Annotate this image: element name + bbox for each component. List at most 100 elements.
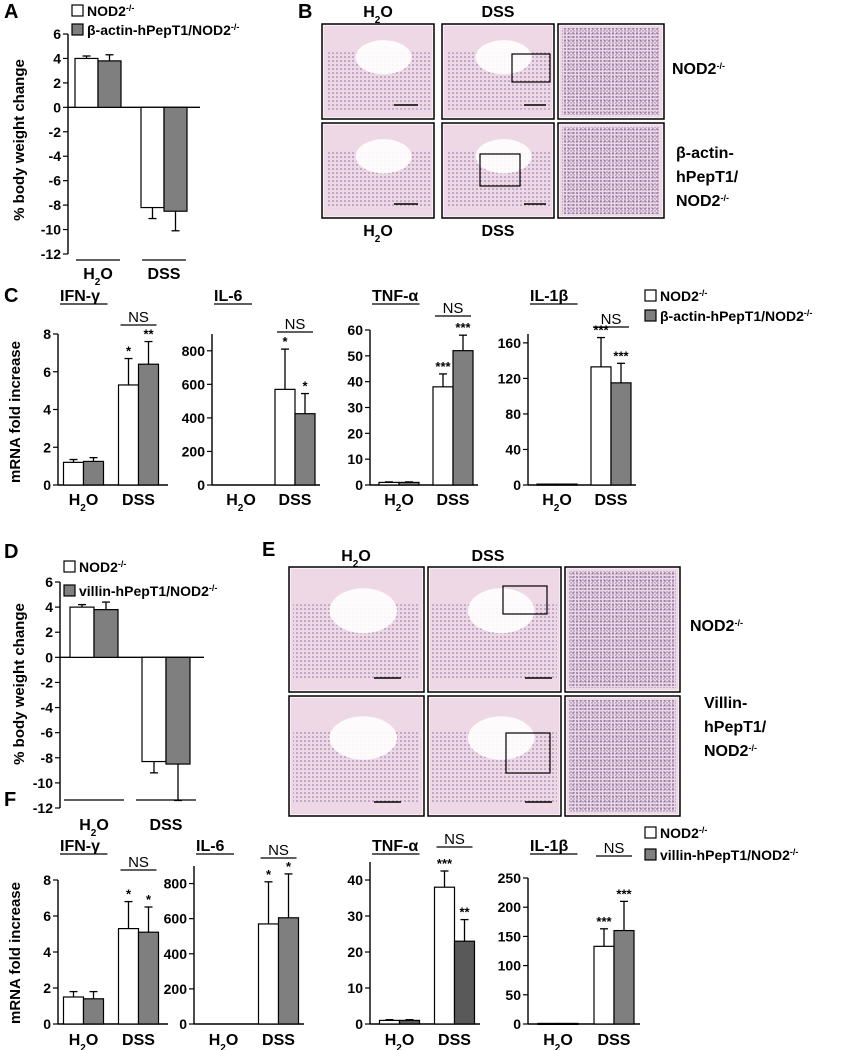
y-tick-label: -10 (33, 775, 53, 791)
x-category-label: DSS (262, 1032, 295, 1049)
legend-label-transgenic: β-actin-hPepT1/NOD2-/- (87, 22, 239, 38)
he-lumen (467, 588, 535, 634)
y-tick-label: 2 (45, 624, 53, 640)
y-tick-label: 40 (347, 374, 363, 390)
zoom-box (511, 53, 551, 83)
significance-stars: ** (143, 327, 154, 342)
he-lumen (355, 139, 412, 174)
chart-A: 6 4 2 0 -2 -4 -6 -8 -10 -12 (41, 26, 200, 262)
bar (62, 996, 85, 1025)
bar (433, 886, 456, 1025)
bar (536, 483, 558, 486)
panel-label-c: C (4, 285, 18, 307)
y-tick-label: 250 (498, 870, 522, 886)
significance-stars: * (126, 344, 132, 359)
x-category-label: H2O (83, 266, 113, 288)
significance-stars: * (266, 867, 272, 882)
bar (398, 481, 420, 486)
y-tick-label: 4 (53, 50, 61, 66)
bar (69, 606, 95, 658)
significance-stars: *** (596, 914, 612, 929)
y-tick-label: -8 (41, 750, 54, 766)
y-tick-label: 30 (347, 400, 363, 416)
y-tick-label: 2 (43, 439, 51, 455)
histology-b-row1-label: NOD2-/- (672, 61, 725, 78)
ns-label: NS (128, 854, 149, 871)
y-tick-label: 120 (498, 370, 522, 386)
histology-b-r2-c1 (321, 122, 435, 219)
x-category-label: H2O (543, 1032, 573, 1050)
he-cells (562, 127, 660, 214)
y-tick-label: 400 (182, 410, 206, 426)
x-category-label: DSS (148, 266, 181, 283)
y-tick-label: -2 (49, 124, 62, 140)
bar (453, 940, 476, 1025)
zoom-box (479, 153, 521, 187)
bar (93, 609, 119, 658)
y-tick-label: 2 (43, 980, 51, 996)
legend-label-transgenic: β-actin-hPepT1/NOD2-/- (660, 308, 812, 324)
significance-stars: * (302, 379, 308, 394)
chart-title: IFN-γ (60, 838, 100, 855)
bar (590, 366, 612, 486)
significance-stars: *** (435, 359, 451, 374)
zoom-box (502, 585, 548, 615)
legend-swatch-transgenic (63, 584, 76, 597)
x-category-label: DSS (438, 1032, 471, 1049)
bar (432, 386, 454, 486)
y-tick-label: -12 (41, 246, 61, 262)
chart-title: TNF-α (372, 838, 418, 855)
histology-b-r1-c3 (557, 23, 665, 120)
y-axis-title-c: mRNA fold increase (7, 341, 24, 483)
x-category-label: H2O (69, 1032, 99, 1050)
y-axis-title-d: % body weight change (11, 603, 28, 765)
ns-label: NS (601, 311, 622, 328)
y-tick-label: 2 (53, 75, 61, 91)
histology-b-r2-c3 (557, 122, 665, 219)
y-tick-label: 600 (182, 376, 206, 392)
histology-b-row2-line3: NOD2-/- (676, 193, 729, 210)
bar (398, 1019, 421, 1025)
y-tick-label: 6 (53, 26, 61, 42)
he-lumen (355, 40, 412, 75)
histology-e-r1-c3 (564, 566, 681, 693)
y-tick-label: -6 (49, 173, 62, 189)
bar (137, 363, 160, 486)
bar (62, 461, 85, 486)
y-tick-label: 100 (498, 958, 522, 974)
chart-title: IL-1β (530, 838, 568, 855)
y-axis-title-a: % body weight change (11, 59, 28, 221)
y-tick-label: 50 (505, 987, 521, 1003)
significance-stars: *** (455, 320, 471, 335)
ns-label: NS (285, 316, 306, 333)
bar (82, 460, 105, 486)
histology-e-r1-c1 (288, 566, 425, 693)
histology-b-col-dss: DSS (482, 4, 515, 21)
ns-label: NS (443, 300, 464, 317)
histology-b-col-dss-bottom: DSS (482, 223, 515, 240)
y-tick-label: 80 (505, 406, 521, 422)
bar (610, 382, 632, 486)
y-tick-label: 0 (355, 1016, 363, 1032)
y-tick-label: 4 (45, 599, 53, 615)
x-category-label: H2O (384, 492, 414, 514)
histology-b-r2-c2 (441, 122, 555, 219)
y-tick-label: 160 (498, 335, 522, 351)
bar (97, 60, 122, 108)
y-tick-label: 30 (347, 908, 363, 924)
histology-b-r1-c2 (441, 23, 555, 120)
y-tick-label: -6 (41, 725, 54, 741)
y-tick-label: -10 (41, 222, 61, 238)
y-tick-label: 600 (164, 911, 188, 927)
legend-panel-a (71, 4, 84, 36)
bar (165, 656, 191, 765)
y-tick-label: -12 (33, 800, 53, 816)
y-tick-label: 40 (505, 441, 521, 457)
y-tick-label: -4 (41, 700, 54, 716)
chart-C3: 0 10 20 30 40 50 60 *** *** NS TNF-α (347, 288, 478, 493)
bar (556, 483, 578, 486)
significance-stars: * (146, 892, 152, 907)
